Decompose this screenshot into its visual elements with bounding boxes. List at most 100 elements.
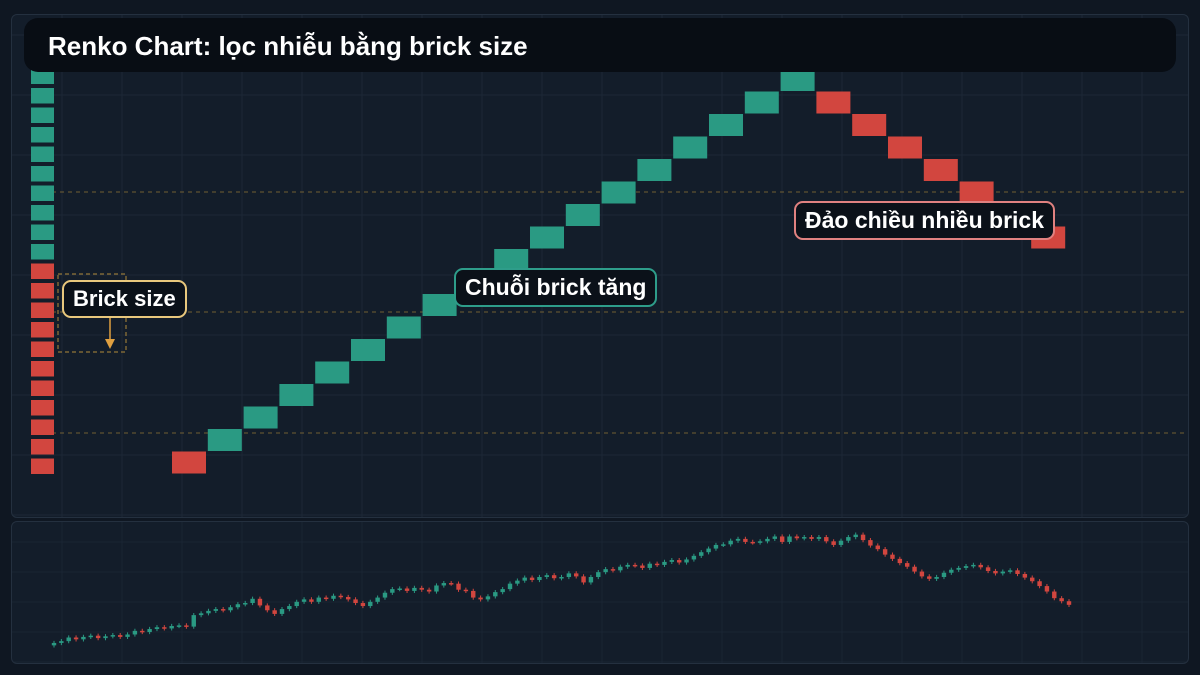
candle-up (1000, 571, 1006, 574)
candle-down (272, 610, 277, 614)
candle-down (1030, 577, 1035, 582)
candle-down (257, 598, 263, 606)
candle-down (404, 588, 410, 591)
column-brick-up (31, 68, 54, 84)
candle-up (110, 635, 116, 637)
candle-up (713, 544, 719, 549)
candle-up (287, 606, 292, 610)
candle-down (463, 589, 469, 592)
candle-down (1052, 591, 1057, 599)
candle-down (574, 573, 579, 577)
candle-down (456, 583, 461, 590)
renko-brick-down (852, 114, 887, 136)
candle-up (235, 604, 241, 608)
candle-up (515, 580, 520, 584)
candle-up (618, 566, 623, 571)
column-brick-down (31, 283, 54, 299)
candle-down (919, 571, 925, 577)
candle-down (890, 554, 895, 559)
candle-up (721, 544, 726, 546)
column-brick-up (31, 185, 54, 201)
candle-down (985, 567, 991, 571)
candle-up (588, 577, 594, 583)
candle-up (699, 552, 704, 556)
candle-down (809, 537, 814, 539)
renko-chart (12, 15, 1188, 517)
candle-down (831, 541, 836, 545)
candle-down (676, 560, 682, 563)
column-brick-up (31, 127, 54, 143)
candle-up (132, 630, 138, 635)
candle-down (353, 599, 358, 604)
renko-brick-up (637, 159, 672, 181)
column-brick-down (31, 458, 54, 474)
candle-up (787, 536, 792, 542)
candle-up (949, 569, 954, 573)
candle-up (971, 564, 976, 567)
candle-up (66, 637, 71, 642)
renko-brick-up (279, 384, 314, 406)
candle-up (706, 548, 711, 553)
renko-brick-down (888, 136, 922, 159)
candle-down (779, 536, 785, 542)
candle-up (213, 609, 219, 611)
candle-up (963, 566, 969, 568)
candle-up (103, 636, 108, 639)
candle-up (735, 538, 741, 541)
candle-down (927, 576, 932, 579)
candle-up (662, 561, 667, 565)
reversal-callout: Đảo chiều nhiều brick (794, 201, 1055, 240)
column-brick-down (31, 380, 54, 396)
candle-down (551, 575, 557, 579)
candle-up (1007, 570, 1013, 572)
candle-up (412, 587, 417, 591)
renko-brick-up (494, 249, 529, 271)
renko-brick-up (207, 429, 242, 451)
candle-down (265, 605, 270, 611)
candle-up (522, 577, 527, 581)
renko-brick-up (601, 181, 636, 204)
candle-down (1037, 581, 1042, 587)
candle-down (581, 576, 586, 583)
candle-down (140, 630, 145, 633)
candle-up (316, 597, 321, 602)
candle-up (757, 541, 763, 543)
candle-up (669, 560, 675, 562)
column-brick-up (31, 146, 54, 162)
column-brick-up (31, 88, 54, 104)
renko-brick-up (243, 406, 278, 429)
brick-size-arrow-head (105, 339, 115, 349)
candle-up (169, 626, 174, 629)
candle-down (640, 565, 645, 568)
column-brick-up (31, 166, 54, 182)
candle-up (816, 537, 822, 539)
title-bar: Renko Chart: lọc nhiễu bằng brick size (24, 18, 1176, 72)
candle-up (59, 641, 64, 643)
candle-up (375, 597, 380, 602)
renko-brick-down (959, 181, 994, 204)
candle-up (368, 601, 373, 607)
candle-up (331, 595, 336, 599)
renko-chart-panel (11, 14, 1189, 518)
candlestick-chart (12, 522, 1188, 663)
candle-up (853, 534, 858, 538)
candle-up (846, 537, 851, 541)
candle-up (206, 610, 211, 614)
candle-down (868, 540, 873, 546)
candle-down (117, 635, 123, 637)
candle-up (390, 589, 395, 593)
renko-brick-up (709, 114, 743, 136)
candle-down (1066, 601, 1072, 605)
candle-up (434, 585, 439, 592)
candle-down (1059, 598, 1064, 602)
price-chart-panel (11, 521, 1189, 664)
candle-down (743, 538, 748, 542)
candle-down (184, 625, 189, 627)
candle-up (81, 636, 86, 640)
candle-up (507, 583, 513, 590)
candle-down (345, 596, 351, 600)
candle-down (897, 558, 903, 564)
candle-down (338, 595, 344, 598)
candle-up (765, 538, 770, 542)
candle-up (154, 627, 160, 630)
